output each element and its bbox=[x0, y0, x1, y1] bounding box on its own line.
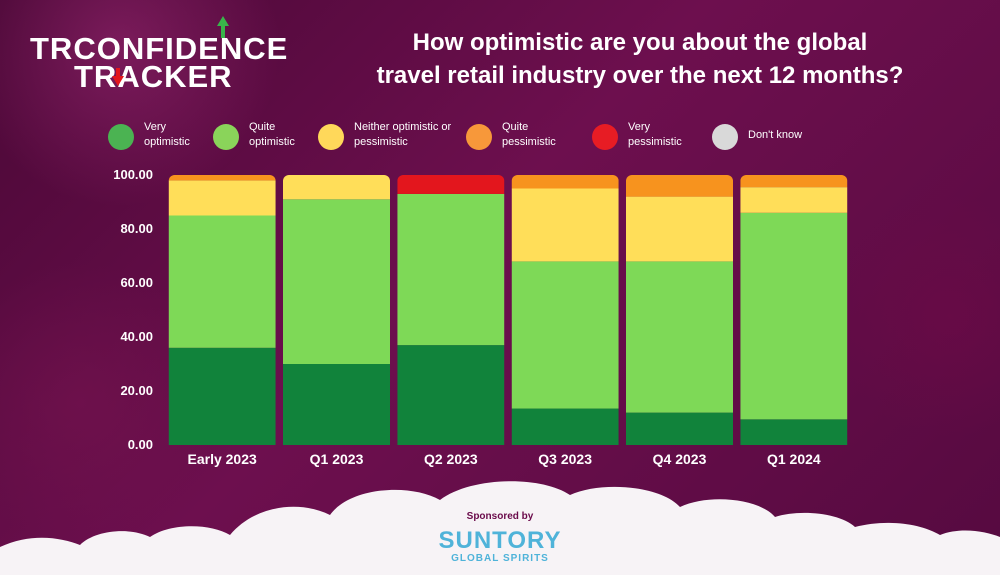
legend-swatch-very-optimistic bbox=[108, 124, 134, 150]
bar-segment-q3-2023-quite-pessimistic bbox=[511, 175, 619, 189]
bar-segment-early-2023-very-optimistic bbox=[168, 347, 276, 445]
legend-label-neither: Neither optimistic or pessimistic bbox=[354, 121, 452, 148]
bar-segment-q1-2024-quite-optimistic bbox=[740, 212, 848, 420]
y-tick-label: 0.00 bbox=[127, 437, 153, 452]
legend-label-dont-know: Don't know bbox=[748, 129, 803, 141]
bar-segment-q3-2023-neither-optimistic-or-pessimistic bbox=[511, 188, 619, 262]
bar-segment-q1-2024-neither-optimistic-or-pessimistic bbox=[740, 187, 848, 213]
y-tick-label: 20.00 bbox=[120, 383, 153, 398]
legend-swatch-quite-pessimistic bbox=[466, 124, 492, 150]
chart-title-line-1: How optimistic are you about the global bbox=[412, 29, 868, 56]
legend-label-very-optimistic: Very optimistic bbox=[144, 121, 190, 148]
y-tick-label: 100.00 bbox=[113, 167, 153, 182]
legend-label-quite-optimistic: Quite optimistic bbox=[249, 121, 295, 148]
x-tick-label: Q1 2023 bbox=[309, 451, 364, 467]
bar-segment-early-2023-quite-optimistic bbox=[168, 215, 276, 348]
logo-confidence: CONFIDENCE bbox=[73, 31, 289, 66]
bar-group-q2-2023 bbox=[397, 175, 505, 445]
cloud-footer-decoration bbox=[0, 481, 1000, 575]
bar-segment-q1-2023-neither-optimistic-or-pessimistic bbox=[283, 175, 390, 200]
bar-segment-early-2023-quite-pessimistic bbox=[168, 175, 276, 181]
bar-segment-early-2023-neither-optimistic-or-pessimistic bbox=[168, 180, 276, 216]
bar-group-q4-2023 bbox=[626, 175, 733, 445]
y-tick-label: 80.00 bbox=[120, 221, 153, 236]
logo-line-1: TRCONFIDENCE bbox=[30, 32, 288, 66]
tr-confidence-tracker-logo: TRCONFIDENCE TRACKER bbox=[30, 14, 287, 94]
legend-swatch-quite-optimistic bbox=[213, 124, 239, 150]
bar-segment-q1-2024-very-optimistic bbox=[740, 419, 848, 445]
sponsored-by-label: Sponsored by bbox=[466, 511, 534, 522]
bar-segment-q2-2023-very-pessimistic bbox=[397, 175, 505, 194]
legend-swatch-neither bbox=[318, 124, 344, 150]
bar-segment-q4-2023-quite-pessimistic bbox=[626, 175, 733, 197]
logo-arrows-icon bbox=[112, 16, 229, 86]
y-tick-label: 60.00 bbox=[120, 275, 153, 290]
bar-segment-q4-2023-neither-optimistic-or-pessimistic bbox=[626, 196, 733, 262]
bar-group-q3-2023 bbox=[511, 175, 619, 445]
bar-segment-q1-2023-quite-optimistic bbox=[283, 199, 390, 364]
chart-title: How optimistic are you about the global … bbox=[330, 26, 950, 92]
bar-segment-q1-2023-very-optimistic bbox=[283, 364, 390, 445]
bar-segment-q2-2023-very-optimistic bbox=[397, 345, 505, 445]
bar-segment-q4-2023-quite-optimistic bbox=[626, 261, 733, 413]
y-tick-label: 40.00 bbox=[120, 329, 153, 344]
bar-segment-q4-2023-very-optimistic bbox=[626, 412, 733, 445]
x-tick-label: Q1 2024 bbox=[766, 451, 821, 467]
x-tick-label: Q4 2023 bbox=[652, 451, 707, 467]
x-tick-label: Q3 2023 bbox=[538, 451, 593, 467]
bar-group-q1-2023 bbox=[283, 175, 390, 445]
legend-swatch-very-pessimistic bbox=[592, 124, 618, 150]
legend-swatch-dont-know bbox=[712, 124, 738, 150]
bar-segment-q1-2024-quite-pessimistic bbox=[740, 175, 848, 188]
logo-tracker: TRACKER bbox=[74, 59, 233, 94]
bar-segment-q3-2023-quite-optimistic bbox=[511, 261, 619, 409]
logo-tr: TR bbox=[30, 31, 74, 66]
chart-legend: Very optimistic Quite optimistic Neither… bbox=[108, 118, 828, 158]
bar-segment-q3-2023-very-optimistic bbox=[511, 408, 619, 445]
suntory-logo: SUNTORY bbox=[438, 527, 562, 554]
legend-label-quite-pessimistic: Quite pessimistic bbox=[502, 121, 556, 148]
bar-group-q1-2024 bbox=[740, 175, 848, 445]
x-tick-label: Q2 2023 bbox=[423, 451, 478, 467]
x-tick-label: Early 2023 bbox=[187, 451, 257, 467]
chart-title-line-2: travel retail industry over the next 12 … bbox=[376, 62, 904, 89]
bar-segment-q2-2023-quite-optimistic bbox=[397, 193, 505, 346]
suntory-global-spirits: GLOBAL SPIRITS bbox=[451, 553, 549, 564]
bar-group-early-2023 bbox=[168, 175, 276, 445]
legend-label-very-pessimistic: Very pessimistic bbox=[628, 121, 682, 148]
